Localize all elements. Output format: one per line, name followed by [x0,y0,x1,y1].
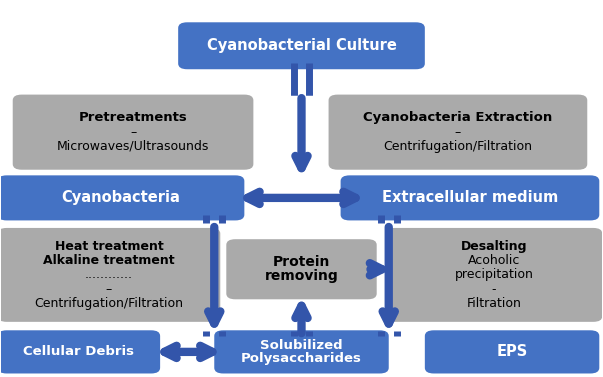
Text: Cyanobacterial Culture: Cyanobacterial Culture [207,38,396,53]
Text: –: – [455,126,461,139]
Text: Heat treatment: Heat treatment [55,240,163,253]
Text: -: - [492,283,496,296]
Text: Filtration: Filtration [467,297,522,310]
Text: EPS: EPS [496,345,528,359]
FancyBboxPatch shape [226,239,377,299]
Text: Desalting: Desalting [461,240,527,253]
FancyBboxPatch shape [214,330,389,374]
Text: Acoholic: Acoholic [468,254,520,267]
Text: Extracellular medium: Extracellular medium [382,190,558,205]
FancyBboxPatch shape [341,175,599,221]
Text: Cyanobacteria Extraction: Cyanobacteria Extraction [363,111,552,124]
FancyBboxPatch shape [425,330,599,374]
FancyBboxPatch shape [0,330,160,374]
Text: Cyanobacteria: Cyanobacteria [62,190,180,205]
FancyBboxPatch shape [386,228,602,322]
Text: Cellular Debris: Cellular Debris [24,345,134,359]
Text: removing: removing [265,270,338,284]
Text: Alkaline treatment: Alkaline treatment [43,254,175,267]
Text: –: – [130,126,136,139]
Text: Centrifugation/Filtration: Centrifugation/Filtration [384,140,532,153]
Text: –: – [106,283,112,296]
Text: Centrifugation/Filtration: Centrifugation/Filtration [34,297,183,310]
Text: precipitation: precipitation [455,268,534,281]
FancyBboxPatch shape [329,95,587,170]
Text: Microwaves/Ultrasounds: Microwaves/Ultrasounds [57,140,209,153]
FancyBboxPatch shape [0,228,220,322]
Text: Solubilized: Solubilized [260,339,343,352]
Text: Pretreatments: Pretreatments [78,111,188,124]
FancyBboxPatch shape [0,175,244,221]
Text: Protein: Protein [273,255,330,269]
FancyBboxPatch shape [13,95,253,170]
Text: Polysaccharides: Polysaccharides [241,352,362,365]
Text: ............: ............ [85,268,133,281]
FancyBboxPatch shape [178,22,425,69]
